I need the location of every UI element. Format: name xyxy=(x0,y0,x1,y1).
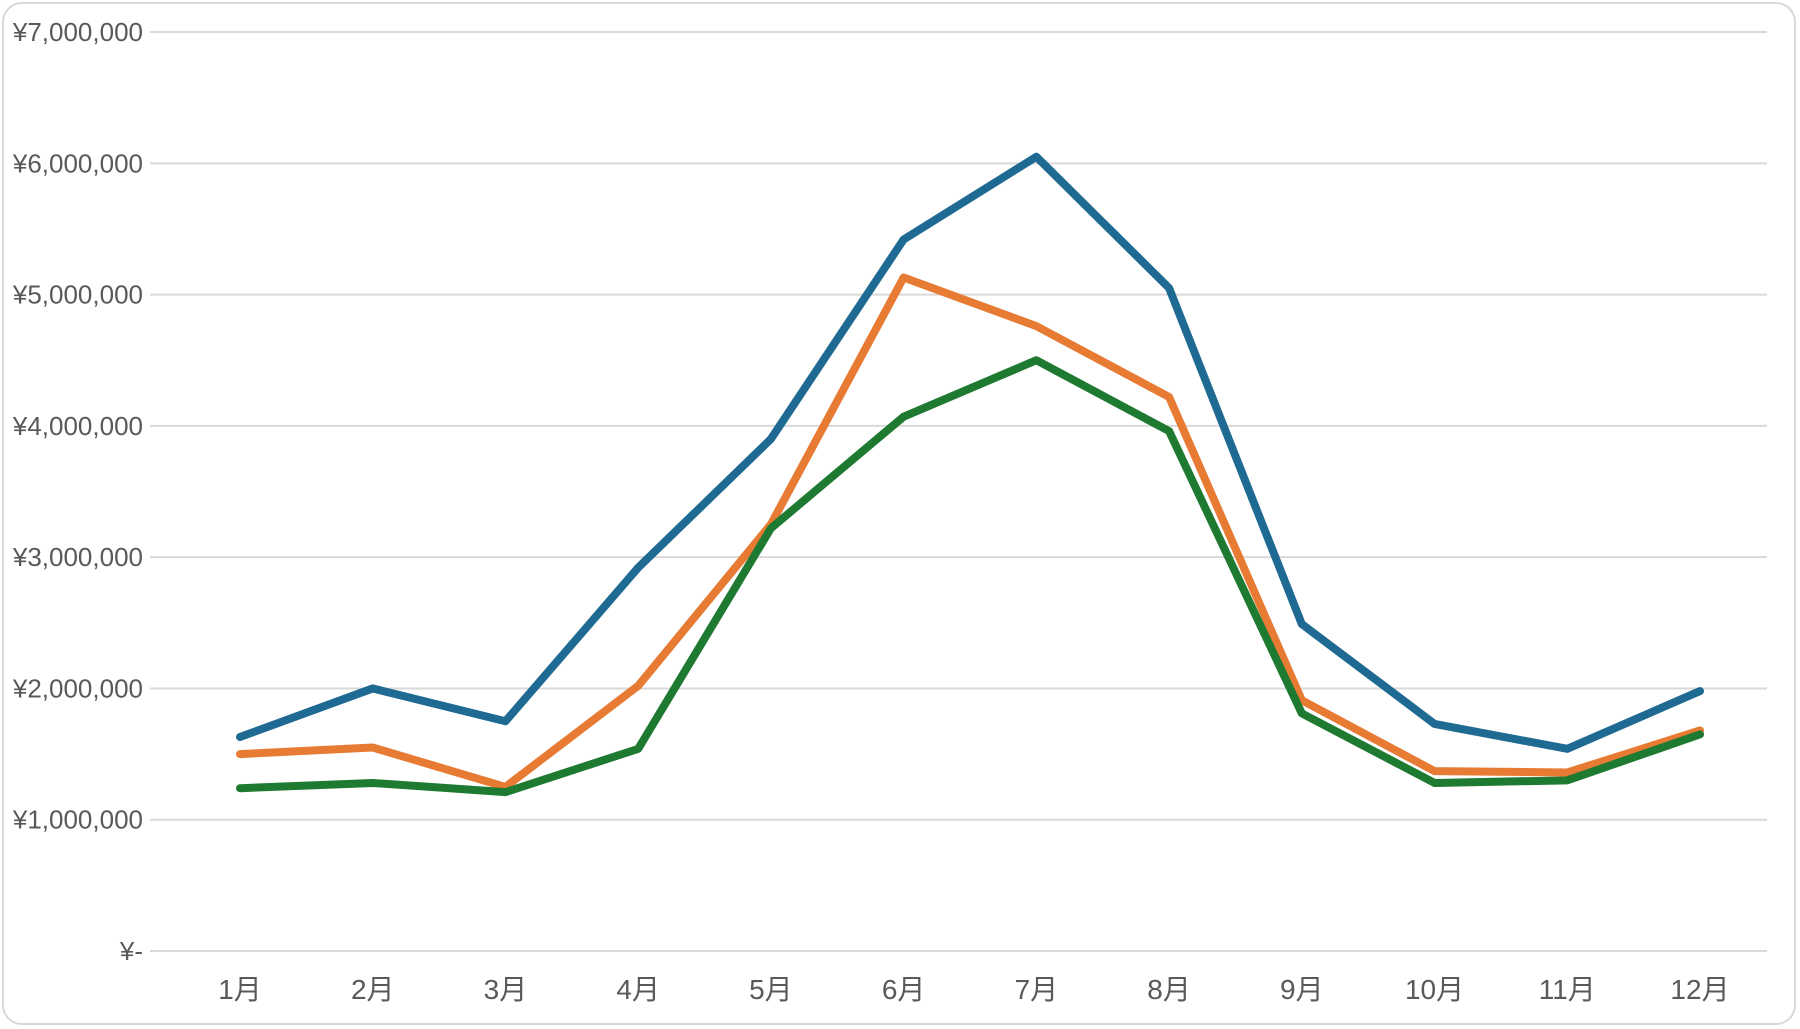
x-axis-tick-label: 2月 xyxy=(351,974,395,1005)
x-axis-tick-label: 7月 xyxy=(1015,974,1059,1005)
x-axis-tick-label: 4月 xyxy=(616,974,660,1005)
series-line-orange xyxy=(236,273,1704,791)
x-axis-tick-label: 11月 xyxy=(1539,974,1596,1005)
y-axis-tick-label: ¥5,000,000 xyxy=(12,280,143,310)
x-axis-tick-label: 1月 xyxy=(218,974,262,1005)
x-axis-tick-label: 9月 xyxy=(1280,974,1324,1005)
x-axis-tick-label: 8月 xyxy=(1147,974,1191,1005)
x-axis-tick-label: 6月 xyxy=(882,974,926,1005)
series-line-green xyxy=(236,356,1704,797)
y-axis-tick-label: ¥3,000,000 xyxy=(12,542,143,572)
y-axis-tick-label: ¥- xyxy=(119,936,143,966)
y-axis-tick-label: ¥4,000,000 xyxy=(12,411,143,441)
x-axis-tick-label: 12月 xyxy=(1670,974,1729,1005)
series-line-blue xyxy=(236,152,1704,753)
line-chart: ¥- ¥1,000,000 ¥2,000,000 ¥3,000,000 ¥4,000,0… xyxy=(12,17,1767,1005)
y-axis-tick-label: ¥2,000,000 xyxy=(12,673,143,703)
x-axis-tick-label: 3月 xyxy=(484,974,528,1005)
y-axis-tick-label: ¥1,000,000 xyxy=(12,805,143,835)
x-axis-tick-label: 5月 xyxy=(749,974,793,1005)
x-axis-tick-label: 10月 xyxy=(1405,974,1464,1005)
y-axis-tick-label: ¥7,000,000 xyxy=(12,17,143,47)
y-axis-tick-label: ¥6,000,000 xyxy=(12,148,143,178)
